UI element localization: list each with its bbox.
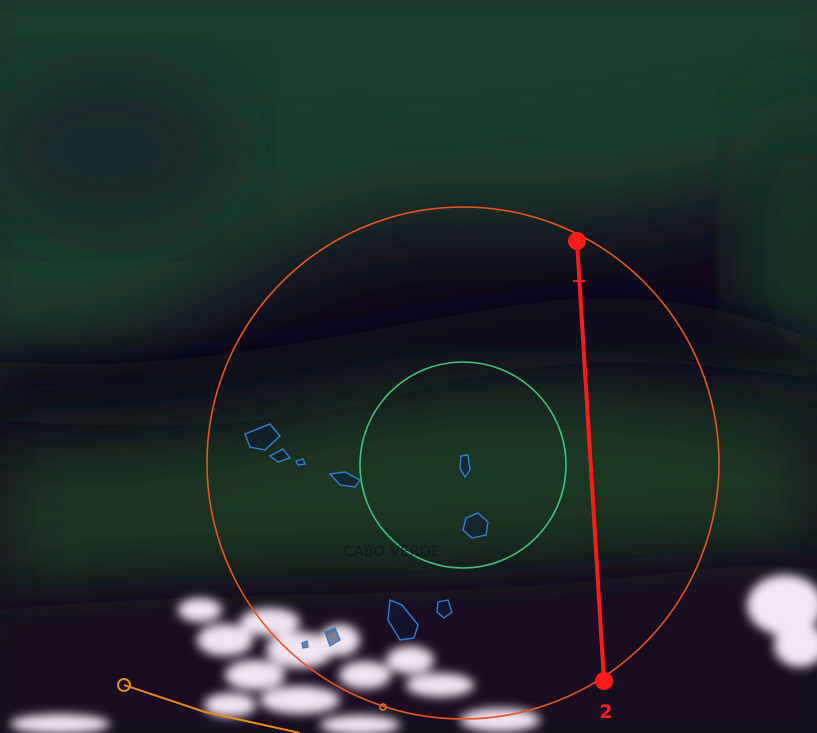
island-fogo	[324, 627, 341, 648]
measure-line[interactable]	[575, 239, 606, 683]
red-dot-icon[interactable]	[595, 672, 613, 690]
island-santa-luzia	[294, 458, 306, 466]
cabo-verde-islands	[244, 423, 489, 649]
island-sao-vicente	[268, 448, 292, 463]
measurement-tool[interactable]: 2	[568, 232, 613, 723]
island-boa-vista	[462, 512, 489, 539]
outer-range-ring[interactable]	[206, 206, 720, 720]
cloud-cluster-southeast	[747, 575, 817, 667]
place-label-cabo-verde: CABO VERDE	[344, 544, 441, 560]
storm-track[interactable]	[117, 678, 387, 733]
island-santiago	[387, 598, 419, 641]
measure-label: 2	[599, 701, 612, 723]
island-sal	[459, 454, 471, 479]
circle-marker-icon[interactable]	[117, 678, 131, 692]
island-sao-nicolau	[328, 471, 362, 488]
red-dot-icon[interactable]	[568, 232, 586, 250]
island-brava	[301, 640, 309, 649]
island-maio	[436, 599, 453, 619]
inner-range-ring[interactable]	[359, 361, 567, 569]
island-santo-antao	[244, 423, 281, 451]
storm-track-line	[123, 684, 301, 733]
